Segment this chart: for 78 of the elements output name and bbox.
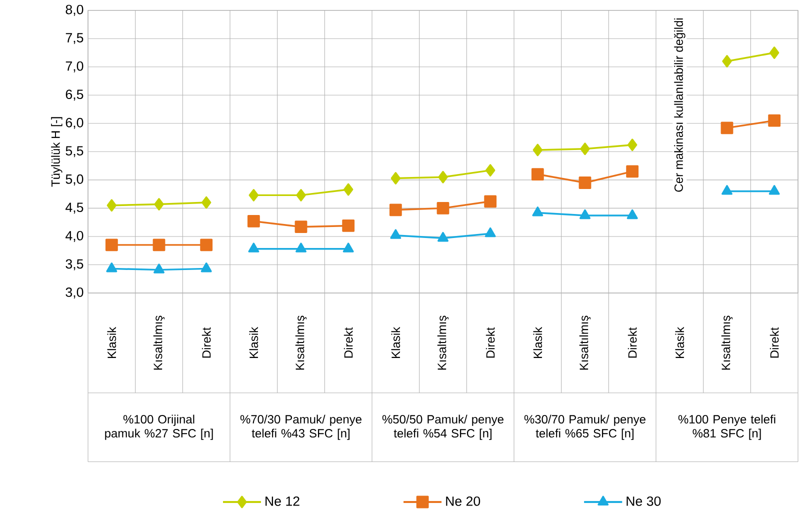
point [438,170,448,184]
point [626,165,639,178]
x-tick-label: Kısaltılmış [721,316,733,370]
x-tick-label: Klasik [107,326,116,358]
point [390,229,402,239]
point [201,196,212,209]
y-tick-label: 3,0 [66,287,84,299]
legend-label: Ne 12 [266,496,300,506]
point [768,114,781,127]
point [342,242,354,252]
point [627,138,638,152]
point [390,172,401,184]
x-tick-label: Klasik [675,326,684,358]
x-tick-label: Klasik [391,326,400,358]
point [200,238,213,252]
point [485,164,496,177]
point [200,262,212,272]
point [389,204,402,216]
y-tick-label: 5,5 [66,146,84,158]
point [531,168,544,180]
point [722,185,732,195]
point [106,199,117,212]
y-tick-label: 5,0 [66,174,84,186]
point [105,238,118,252]
y-tick-label: 4,0 [66,230,84,242]
point [484,227,496,238]
point [580,142,590,156]
y-tick-label: 3,5 [66,259,84,270]
point [720,122,734,134]
x-tick-label: Kısaltılmış [295,316,307,370]
point [484,195,497,208]
text: %100 Penye telefi %81 SFC [n] [678,414,776,440]
point [343,183,354,196]
point [768,185,780,195]
point [296,188,306,202]
y-tick-label: 7,5 [66,33,84,44]
y-tick-label: 6,0 [66,118,84,129]
point [294,220,308,234]
point [532,206,544,216]
text: %70/30 Pamuk/ penye telefi %43 SFC [n] [240,414,362,440]
x-tick-label: Klasik [533,326,542,358]
x-tick-label: Kısaltılmış [153,316,165,370]
y-tick-label: 8,0 [66,4,84,16]
point [154,264,164,274]
x-tick-label: Direkt [486,327,495,358]
point [532,144,543,156]
x-tick-label: Direkt [202,327,211,358]
y-tick-label: 7,0 [66,61,84,72]
point [578,176,592,189]
text: %100 Orijinal pamuk %27 SFC [n] [105,414,213,440]
point [106,262,118,272]
y-tick-label: 4,5 [66,202,84,214]
point [626,209,638,220]
point [769,46,780,59]
legend-label: Ne 30 [626,496,661,506]
y-axis-title: Tüylülük H [-] [51,117,62,187]
point [248,188,259,202]
x-tick-label: Direkt [628,327,637,358]
point [296,242,306,252]
x-tick-label: Klasik [249,326,258,358]
x-tick-label: Direkt [344,327,353,358]
text: %50/50 Pamuk/ penye telefi %54 SFC [n] [382,414,504,440]
point [154,198,164,210]
point [248,242,260,252]
legend-label: Ne 20 [446,496,480,506]
x-tick-label: Direkt [770,327,779,358]
point [152,238,166,252]
point [438,232,448,242]
point [247,214,260,228]
y-tick-label: 6,5 [66,90,84,101]
point [580,209,590,220]
point [722,55,732,68]
point [342,220,355,232]
text: %30/70 Pamuk/ penye telefi %65 SFC [n] [524,414,646,440]
point [436,202,450,214]
x-tick-label: Kısaltılmış [437,316,449,370]
annotation: Cer makinası kullanılabilir değildi [674,18,686,192]
x-tick-label: Kısaltılmış [579,316,591,370]
